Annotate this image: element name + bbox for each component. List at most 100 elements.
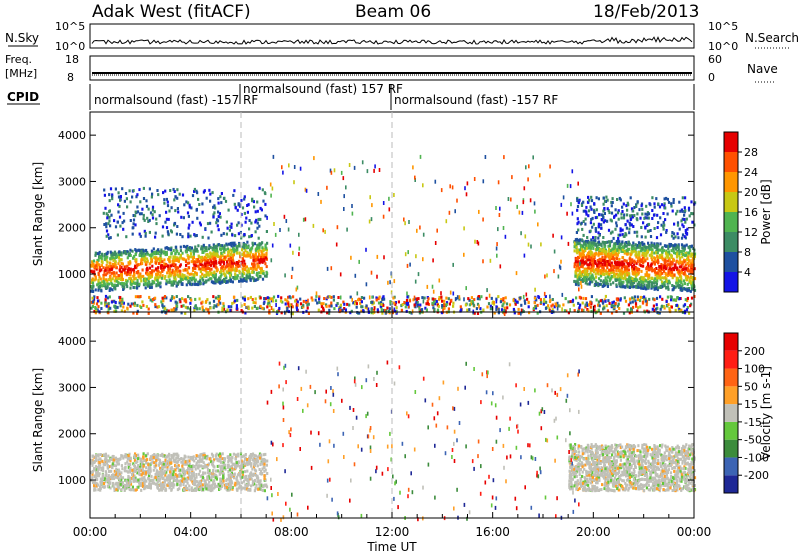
range-cell [192,474,195,478]
range-cell [343,302,346,306]
range-cell [103,254,106,258]
range-cell [655,303,658,307]
range-cell [156,189,159,192]
range-cell [98,275,101,279]
range-cell [100,459,103,463]
range-cell [549,308,551,313]
range-cell [291,305,294,309]
range-cell [557,274,560,279]
range-cell [222,260,225,264]
range-cell [221,254,224,257]
range-cell [622,280,625,284]
range-cell [627,303,630,307]
range-cell [580,274,583,278]
range-cell [683,287,686,291]
range-cell [641,253,644,257]
range-cell [493,311,496,315]
range-cell [155,222,158,226]
range-cell [640,260,643,263]
range-cell [343,207,345,211]
range-cell [622,202,625,206]
range-cell [113,285,116,289]
range-cell [542,299,546,303]
range-cell [155,272,158,276]
range-cell [405,302,408,305]
range-cell [162,250,165,254]
range-cell [606,264,609,267]
range-cell [122,301,125,305]
range-cell [623,250,626,254]
range-cell [671,288,674,292]
range-cell [177,266,180,270]
range-cell [380,301,383,305]
range-cell [264,274,267,278]
range-cell [374,164,376,169]
range-cell [157,248,160,252]
range-cell [516,300,519,304]
range-cell [194,304,197,308]
range-cell [108,199,111,203]
range-cell [587,251,590,255]
range-cell [353,165,356,170]
range-cell [194,271,197,275]
range-cell [393,193,395,197]
range-cell [619,285,622,289]
range-cell [233,202,236,206]
range-cell [629,301,632,305]
range-cell [585,205,588,209]
range-cell [560,259,562,264]
range-cell [165,296,168,300]
range-cell [186,244,189,248]
range-cell [658,248,661,252]
range-cell [599,299,602,303]
range-cell [320,199,322,204]
range-cell [193,187,196,191]
range-cell [400,304,403,308]
range-cell [175,307,178,311]
range-cell [614,244,617,248]
range-cell [684,209,687,213]
range-cell [673,222,676,226]
range-cell [495,305,498,309]
range-cell [445,302,448,306]
range-cell [118,484,121,488]
range-cell [659,307,662,311]
range-cell [646,280,649,284]
range-cell [267,299,270,302]
range-cell [268,311,271,315]
range-cell [272,308,275,312]
range-cell [639,305,642,309]
range-cell [371,302,374,306]
range-cell [105,278,108,282]
range-cell [669,244,672,248]
range-cell [390,271,393,276]
range-cell [638,262,641,266]
range-cell [220,260,223,264]
range-cell [251,270,254,274]
range-cell [256,480,259,484]
range-cell [230,305,233,309]
range-cell [111,195,114,199]
range-cell [236,265,239,269]
range-cell [600,250,603,254]
range-cell [604,294,607,298]
range-cell [198,297,201,301]
range-cell [124,265,127,269]
range-cell [201,276,204,280]
range-cell [491,307,494,311]
range-cell [94,253,97,257]
range-cell [388,196,390,201]
range-cell [149,486,152,490]
range-cell [584,261,587,265]
range-cell [227,258,230,262]
range-cell [624,267,627,271]
range-cell [640,235,643,239]
range-cell [183,298,186,302]
range-cell [678,254,681,258]
range-cell [567,300,570,304]
range-cell [635,261,638,265]
range-cell [671,231,674,234]
range-cell [179,253,182,257]
range-cell [330,301,333,305]
range-cell [206,261,209,265]
